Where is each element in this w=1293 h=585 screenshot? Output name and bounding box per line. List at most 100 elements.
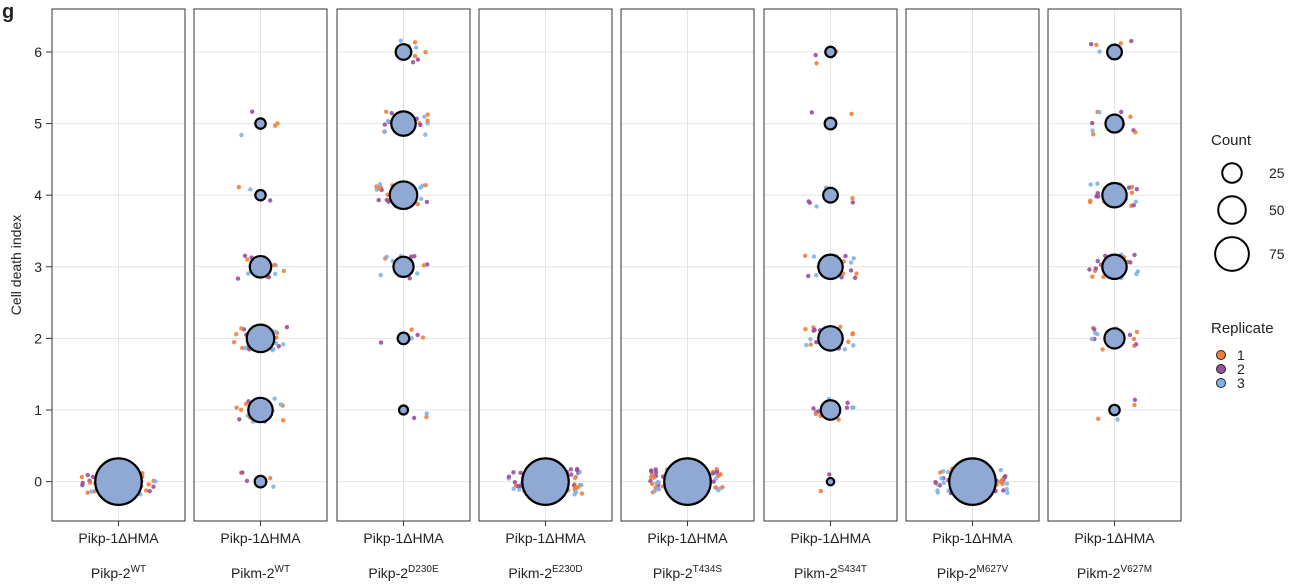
replicate-point [716,488,721,493]
count-bubble [521,457,570,506]
replicate-point [398,38,403,43]
legend-count-title: Count [1211,132,1252,149]
replicate-point [1126,185,1132,190]
replicate-point [143,488,149,493]
replicate-point [1095,181,1100,186]
replicate-point [809,110,815,115]
replicate-point [418,185,423,190]
facet-label-top: Pikp-1ΔHMA [220,530,301,546]
count-bubble [390,110,417,137]
facet-label-top: Pikp-1ΔHMA [932,530,1013,546]
replicate-point [271,347,276,352]
count-bubble [948,457,997,506]
replicate-point [1087,267,1092,272]
replicate-point [424,199,430,205]
replicate-point [1128,114,1133,119]
replicate-point [246,271,251,276]
replicate-point [998,467,1004,473]
facet-label-bottom: Pikm-2E230D [508,564,582,581]
replicate-point [411,415,417,421]
facet-label-bottom: Pikm-2V627M [1077,564,1152,581]
facet-label-top: Pikp-1ΔHMA [647,530,728,546]
replicate-point [811,406,816,411]
replicate-point [234,332,239,337]
replicate-point [652,489,657,494]
replicate-point [651,475,657,480]
legend-count-circle [1214,236,1250,272]
replicate-point [811,328,816,333]
replicate-point [1132,397,1138,403]
replicate-point [808,336,813,342]
replicate-point [1133,199,1139,204]
count-bubble [94,457,143,506]
replicate-point [656,487,661,492]
replicate-point [811,254,817,259]
count-bubble [825,476,836,487]
count-bubble [392,255,415,278]
replicate-point [854,271,859,276]
facet-label-top: Pikp-1ΔHMA [1074,530,1155,546]
facet-panel: Pikp-1ΔHMA Pikp-2WT [51,8,186,581]
replicate-point [239,132,244,138]
replicate-point [231,339,237,345]
replicate-point [377,186,382,191]
replicate-point [248,187,253,192]
facet-panel: Pikp-1ΔHMA Pikm-2E230D [478,8,613,581]
replicate-point [848,268,854,273]
legend-replicate-title: Replicate [1211,320,1274,337]
legend-count-circle [1221,162,1243,184]
y-tick-label: 0 [34,474,42,490]
count-bubble [397,404,410,416]
replicate-point [506,474,512,479]
replicate-point [933,479,938,485]
replicate-point [710,471,716,476]
replicate-point [235,276,241,281]
replicate-point [654,481,659,486]
replicate-point [935,490,940,495]
replicate-point [714,469,720,474]
replicate-point [421,263,427,268]
replicate-point [716,473,721,478]
replicate-point [807,200,812,205]
replicate-point [1133,130,1138,135]
facet-panel: Pikp-1ΔHMA Pikp-2D230E [336,8,471,581]
replicate-point [938,470,943,475]
replicate-point [836,417,841,422]
replicate-point [1119,109,1124,115]
replicate-point [653,467,658,472]
replicate-point [415,201,420,207]
count-bubble [1108,403,1121,417]
replicate-point [648,468,654,473]
replicate-point [851,256,856,261]
count-bubble [819,399,842,421]
replicate-point [284,324,290,330]
replicate-point [814,61,819,66]
y-tick-label: 4 [34,187,42,203]
legend-replicate-label: 3 [1237,375,1245,391]
replicate-point [85,472,90,478]
replicate-point [267,198,273,203]
replicate-point [814,273,819,278]
count-bubble [396,331,411,346]
replicate-point [720,484,725,490]
facet-panel: Pikp-1ΔHMA Pikp-2M627V [905,8,1040,581]
replicate-point [281,268,287,274]
replicate-point [89,489,94,494]
replicate-point [851,343,856,348]
replicate-point [242,253,248,258]
replicate-point [384,254,389,260]
facet-panel: Pikp-1ΔHMA Pikp-2T434S [620,8,755,581]
replicate-point [850,196,855,201]
facet-label-top: Pikp-1ΔHMA [505,530,586,546]
replicate-point [407,276,412,281]
replicate-point [1132,252,1137,258]
replicate-point [843,253,848,259]
facet-label-bottom: Pikm-2S434T [794,564,867,581]
replicate-point [389,111,394,116]
replicate-point [939,476,944,481]
replicate-point [848,260,854,265]
replicate-point [1001,488,1006,493]
replicate-point [410,60,416,65]
replicate-point [378,340,384,345]
